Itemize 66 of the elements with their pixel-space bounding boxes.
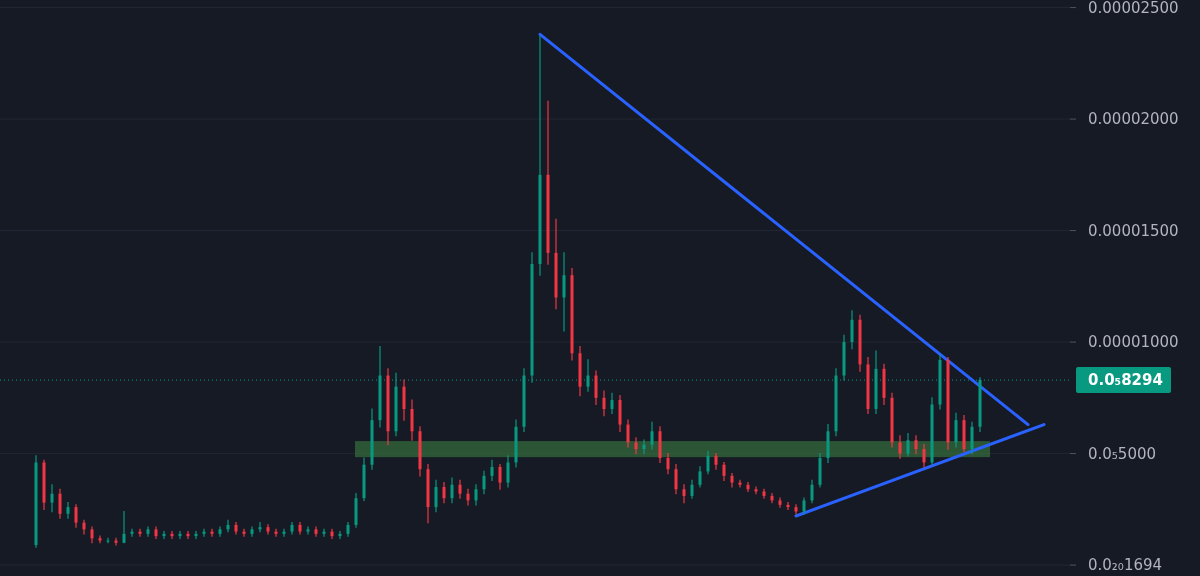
- candlestick: [250, 526, 254, 537]
- candlestick: [74, 504, 78, 528]
- candlestick: [746, 481, 750, 493]
- candlestick: [98, 535, 102, 544]
- candlestick: [594, 370, 598, 406]
- candlestick: [674, 464, 678, 495]
- candlestick: [586, 359, 590, 392]
- candlestick: [402, 379, 406, 421]
- candlestick: [458, 479, 462, 499]
- candlestick: [218, 526, 222, 537]
- candlestick: [682, 484, 686, 504]
- candlestick: [450, 477, 454, 504]
- candlestick: [226, 519, 230, 533]
- candlestick: [850, 310, 854, 350]
- candlestick: [762, 488, 766, 499]
- candlestick: [442, 481, 446, 504]
- candlestick: [58, 488, 62, 519]
- candlestick: [482, 470, 486, 495]
- candlestick: [298, 522, 302, 535]
- candlestick: [66, 502, 70, 519]
- candlestick: [650, 421, 654, 450]
- candlestick: [106, 537, 110, 544]
- candlestick: [330, 528, 334, 539]
- candlestick: [794, 504, 798, 515]
- candlestick: [602, 390, 606, 417]
- candlestick: [410, 399, 414, 441]
- ref-line-label: 0.0₅8294: [1088, 371, 1163, 390]
- candlestick: [634, 437, 638, 455]
- candlestick: [146, 526, 150, 537]
- candlestick: [706, 450, 710, 475]
- y-tick-label: 0.00002000: [1088, 110, 1179, 129]
- candlestick: [82, 519, 86, 535]
- candlestick: [434, 479, 438, 513]
- candlestick: [290, 522, 294, 535]
- candlestick: [666, 452, 670, 475]
- candlestick: [506, 455, 510, 488]
- candlestick: [898, 435, 902, 459]
- candlestick: [954, 412, 958, 448]
- candlestick: [498, 464, 502, 490]
- candlestick: [730, 473, 734, 488]
- candlestick: [906, 432, 910, 457]
- candlestick: [474, 484, 478, 506]
- candlestick: [562, 252, 566, 332]
- candlestick: [50, 484, 54, 513]
- y-tick-label: 0.00002500: [1088, 0, 1179, 17]
- y-tick-label: 0.00001000: [1088, 333, 1179, 352]
- y-tick-label: 0.0₂₀1694: [1088, 556, 1163, 575]
- candlestick: [922, 444, 926, 468]
- y-tick-label: 0.00001500: [1088, 221, 1179, 240]
- candlestick: [306, 526, 310, 535]
- candlestick: [466, 488, 470, 506]
- candlestick: [970, 421, 974, 455]
- candlestick: [810, 479, 814, 504]
- candlestick: [698, 466, 702, 488]
- candlestick: [122, 510, 126, 544]
- candlestick: [610, 392, 614, 415]
- candlestick: [914, 435, 918, 455]
- candlestick: [770, 493, 774, 504]
- candlestick: [490, 459, 494, 481]
- candlestick: [234, 522, 238, 535]
- candlestick: [314, 526, 318, 537]
- candlestick: [778, 497, 782, 508]
- candlestick: [266, 524, 270, 535]
- y-tick-label: 0.0₅5000: [1088, 444, 1157, 463]
- candlestick: [642, 439, 646, 455]
- candlestick: [626, 419, 630, 448]
